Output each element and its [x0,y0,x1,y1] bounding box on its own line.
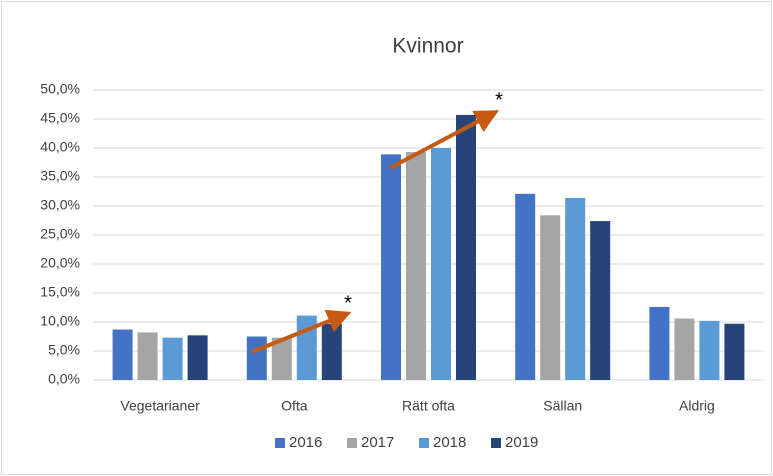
bar [381,154,401,380]
trend-arrow [251,309,352,354]
y-tick-label: 45,0% [40,110,80,126]
bar [187,335,208,380]
bar [699,320,720,380]
bar [649,306,670,380]
y-tick-label: 15,0% [40,284,80,300]
y-tick-label: 25,0% [40,226,80,242]
bar [540,215,561,380]
x-tick-label: Vegetarianer [120,398,200,414]
legend-swatch [419,438,429,448]
y-tick-label: 40,0% [40,139,80,155]
legend-swatch [491,438,501,448]
y-tick-label: 30,0% [40,197,80,213]
bar [112,329,133,380]
legend-swatch [275,438,285,448]
bar [271,337,292,380]
y-tick-label: 50,0% [40,81,80,97]
legend-swatch [347,438,357,448]
bar [431,148,451,380]
bar [724,323,745,380]
bar [162,337,183,380]
annotation: * [495,89,503,111]
legend-label: 2017 [361,434,394,451]
legend-label: 2016 [289,434,322,451]
y-tick-label: 10,0% [40,313,80,329]
y-tick-label: 20,0% [40,255,80,271]
x-tick-label: Rätt ofta [402,398,455,414]
chart-title: Kvinnor [392,35,463,58]
bar [515,193,536,380]
legend-label: 2018 [433,434,466,451]
bar [137,332,158,380]
bar [590,221,611,380]
bar [321,323,342,380]
x-tick-label: Sällan [543,398,582,414]
trend-arrow [389,110,500,170]
x-tick-label: Aldrig [679,398,715,414]
plot-area: 0,0% 5,0% 10,0% 15,0% 20,0% 25,0% 30,0% 35,0% 40… [40,81,764,451]
bar [246,336,267,380]
bar [674,318,695,380]
annotation: * [344,292,352,314]
y-tick-label: 0,0% [48,371,80,387]
bar [406,152,426,380]
y-tick-label: 35,0% [40,168,80,184]
legend-label: 2019 [505,434,538,451]
y-tick-label: 5,0% [48,342,80,358]
x-tick-label: Ofta [281,398,308,414]
bar [565,197,586,380]
bar [456,114,476,380]
